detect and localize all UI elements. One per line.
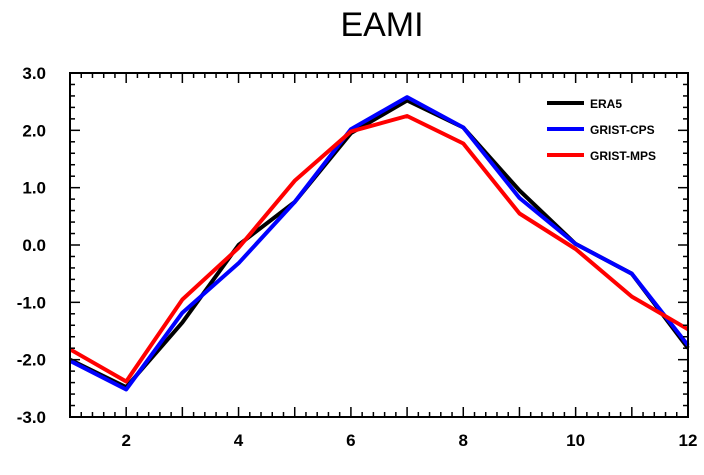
y-tick-label: 1.0 [22,179,46,198]
x-tick-label: 12 [679,431,698,450]
chart-title: EAMI [340,6,423,44]
x-tick-label: 6 [346,431,355,450]
y-tick-label: -2.0 [17,351,46,370]
series-line-era5 [69,98,690,390]
legend-label-grist-cps: GRIST-CPS [590,123,655,137]
y-tick-label: 0.0 [22,236,46,255]
series-line-grist-cps [69,95,690,392]
x-tick-label: 10 [566,431,585,450]
series-line-grist-mps [69,114,690,384]
x-tick-label: 8 [459,431,468,450]
y-tick-label: 2.0 [22,121,46,140]
y-tick-label: -1.0 [17,293,46,312]
y-tick-label: -3.0 [17,408,46,427]
x-tick-label: 4 [234,431,244,450]
y-tick-label: 3.0 [22,64,46,83]
legend-label-era5: ERA5 [590,97,622,111]
x-tick-label: 2 [121,431,130,450]
legend-label-grist-mps: GRIST-MPS [590,149,656,163]
